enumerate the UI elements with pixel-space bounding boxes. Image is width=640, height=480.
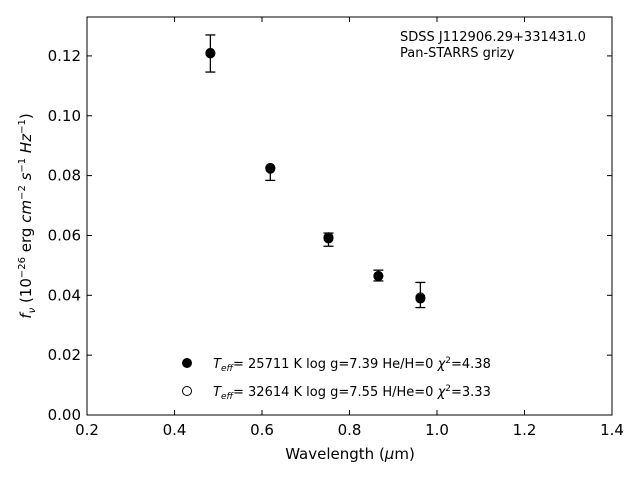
model-point-open (415, 292, 426, 303)
model-point-open (205, 48, 216, 59)
x-tick-label: 0.4 (163, 421, 187, 439)
legend-marker-filled-icon (182, 358, 192, 368)
model-point-open (323, 232, 334, 243)
x-tick-label: 1.0 (425, 421, 449, 439)
axis-ticks: 0.2 0.4 0.6 0.8 1.0 1.2 1.4 0.00 0.02 0.04 0.06 0.0… (48, 17, 624, 439)
y-tick-label: 0.08 (48, 167, 81, 185)
model-point-open (265, 162, 276, 173)
y-tick-label: 0.12 (48, 47, 81, 65)
x-tick-label: 1.4 (600, 421, 624, 439)
y-tick-label: 0.06 (48, 226, 81, 244)
y-axis-label: fν (10−26 erg cm−2 s−1 Hz−1) (17, 113, 38, 318)
data-markers (205, 47, 426, 304)
x-axis-label: Wavelength (μm) (285, 445, 415, 463)
annotation-survey: Pan-STARRS grizy (400, 46, 515, 61)
y-tick-label: 0.00 (48, 406, 81, 424)
legend-marker-open-icon (182, 386, 192, 396)
plot-frame (86, 16, 613, 416)
annotation-object-name: SDSS J112906.29+331431.0 (400, 30, 586, 45)
legend-label-model-2: Teff= 32614 K log g=7.55 H/He=0 χ2=3.33 (213, 384, 491, 402)
legend-label-model-1: Teff= 25711 K log g=7.39 He/H=0 χ2=4.38 (213, 356, 491, 374)
y-tick-label: 0.10 (48, 107, 81, 125)
x-tick-label: 0.2 (75, 421, 99, 439)
y-tick-label: 0.02 (48, 346, 81, 364)
model-point-open (373, 270, 384, 281)
x-tick-label: 0.8 (338, 421, 362, 439)
x-tick-label: 0.6 (250, 421, 274, 439)
x-tick-label: 1.2 (513, 421, 537, 439)
y-tick-label: 0.04 (48, 286, 81, 304)
legend: Teff= 25711 K log g=7.39 He/H=0 χ2=4.38 … (182, 356, 491, 402)
